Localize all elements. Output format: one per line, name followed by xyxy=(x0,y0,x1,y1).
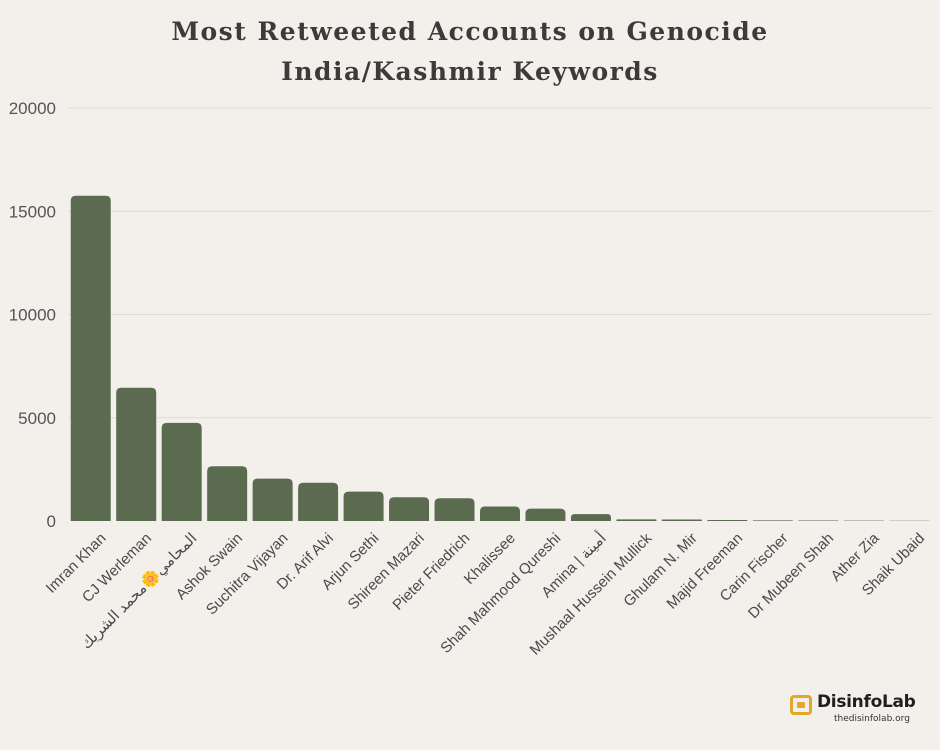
bar[interactable] xyxy=(343,491,384,521)
x-tick-label: Dr Mubeen Shah xyxy=(745,530,837,622)
bar[interactable] xyxy=(207,466,248,521)
chart-title: Most Retweeted Accounts on Genocide Indi… xyxy=(0,12,940,92)
bar[interactable] xyxy=(752,520,793,521)
bar[interactable] xyxy=(161,422,202,521)
bar[interactable] xyxy=(570,514,611,521)
logo-name: DisinfoLab xyxy=(817,692,916,712)
chart-title-line-2: India/Kashmir Keywords xyxy=(281,57,659,86)
bar[interactable] xyxy=(252,478,293,521)
bar[interactable] xyxy=(434,498,475,521)
bar[interactable] xyxy=(616,519,657,521)
y-tick-label: 0 xyxy=(47,512,56,531)
bar[interactable] xyxy=(707,519,748,521)
bar[interactable] xyxy=(525,508,566,521)
bar[interactable] xyxy=(661,519,702,521)
bar[interactable] xyxy=(298,482,339,521)
logo-url: thedisinfolab.org xyxy=(834,714,910,724)
y-tick-label: 10000 xyxy=(9,306,56,325)
chart-title-line-1: Most Retweeted Accounts on Genocide xyxy=(171,17,769,46)
disinfolab-logo-icon xyxy=(790,695,812,715)
bar[interactable] xyxy=(70,195,111,521)
disinfolab-logo[interactable]: DisinfoLab thedisinfolab.org xyxy=(790,692,920,732)
y-tick-label: 15000 xyxy=(9,202,56,221)
bar[interactable] xyxy=(389,497,430,521)
bar[interactable] xyxy=(116,387,157,521)
y-tick-label: 20000 xyxy=(9,99,56,118)
bar[interactable] xyxy=(480,506,520,521)
y-tick-label: 5000 xyxy=(18,409,56,428)
x-tick-label: Suchitra Vijayan xyxy=(203,530,291,618)
bar[interactable] xyxy=(798,520,839,521)
